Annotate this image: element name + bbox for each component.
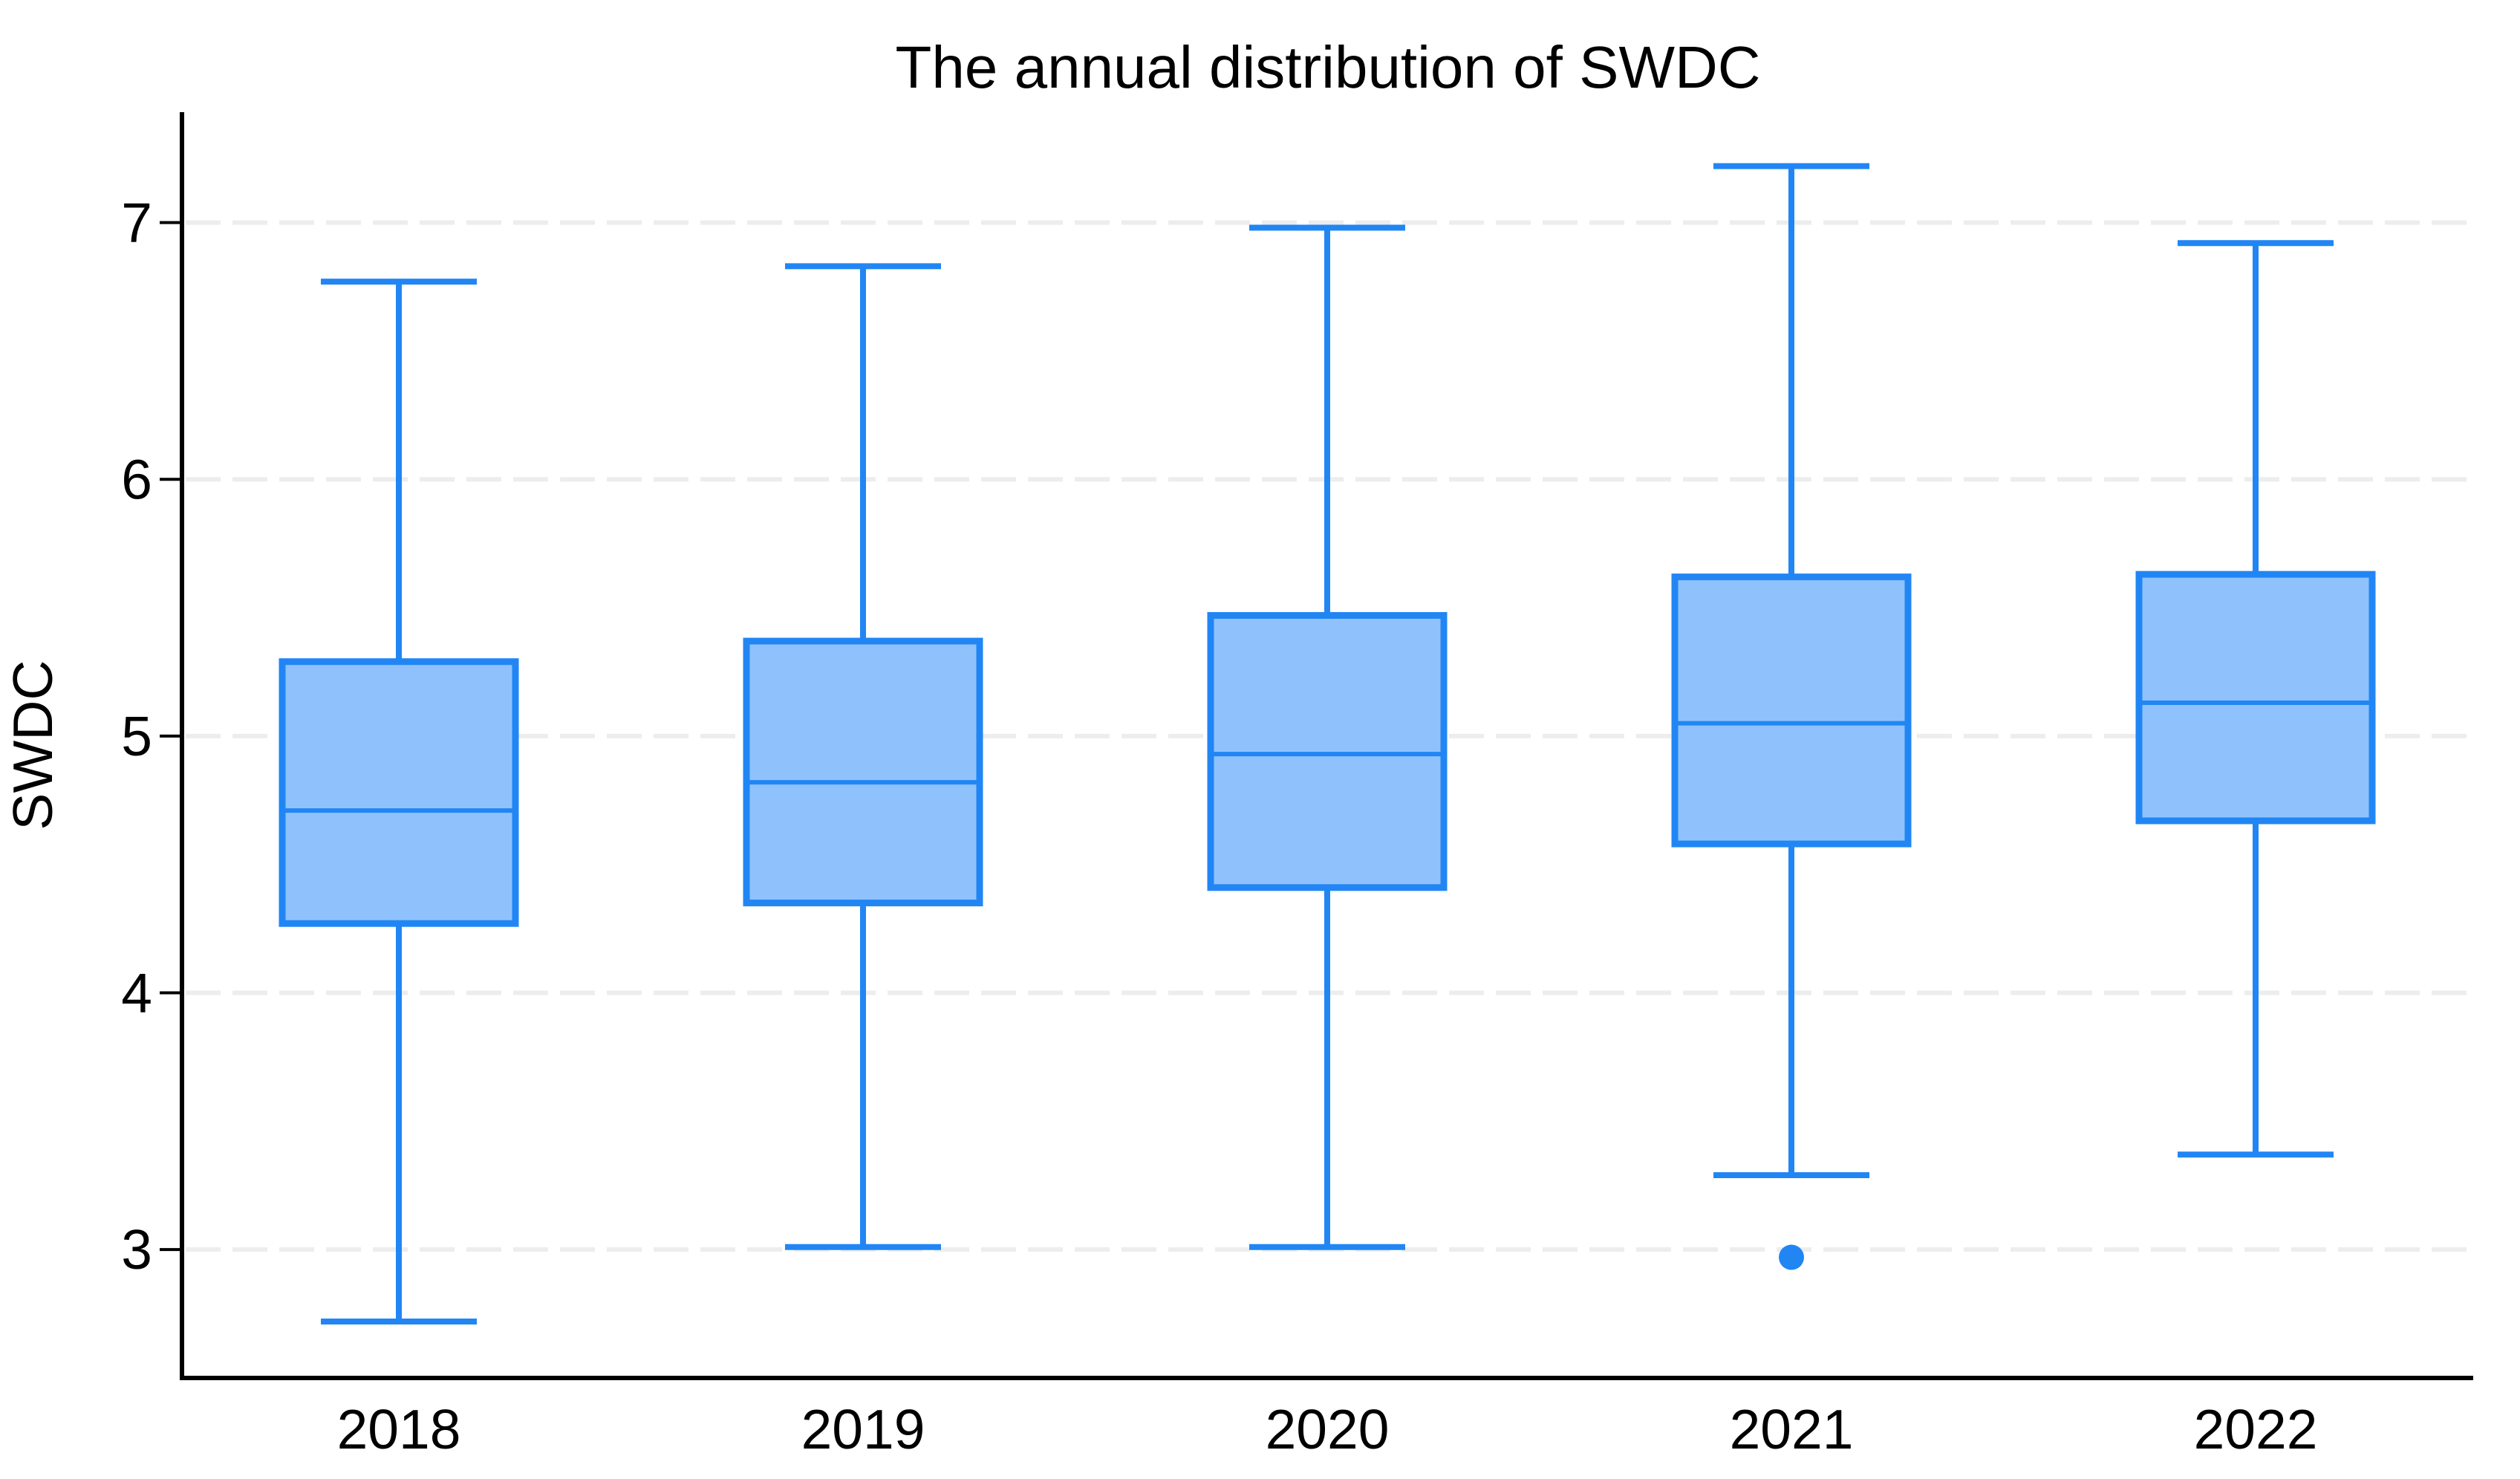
- box-2021: [1671, 573, 1912, 848]
- axes: [160, 112, 2473, 1380]
- box-2018: [279, 658, 519, 927]
- box-2020: [1207, 611, 1448, 891]
- y-tick-label: 6: [121, 448, 152, 510]
- y-tick-label: 4: [121, 962, 152, 1024]
- x-category-label: 2019: [801, 1398, 925, 1460]
- y-tick-labels: 3 4 5 6 7: [121, 192, 152, 1281]
- x-category-label: 2018: [337, 1398, 461, 1460]
- y-axis-title: SWDC: [1, 660, 64, 830]
- outlier-point: [1779, 1244, 1804, 1270]
- y-tick-label: 7: [121, 192, 152, 254]
- x-category-label: 2020: [1266, 1398, 1390, 1460]
- y-tick-label: 5: [121, 705, 152, 767]
- x-category-label: 2021: [1730, 1398, 1854, 1460]
- box-2019: [743, 637, 983, 907]
- x-category-label: 2022: [2194, 1398, 2318, 1460]
- boxplot-series: [279, 163, 2376, 1324]
- chart-title: The annual distribution of SWDC: [896, 34, 1761, 100]
- x-category-labels: 2018 2019 2020 2021 2022: [337, 1398, 2318, 1460]
- box-2022: [2135, 571, 2376, 825]
- y-tick-label: 3: [121, 1218, 152, 1281]
